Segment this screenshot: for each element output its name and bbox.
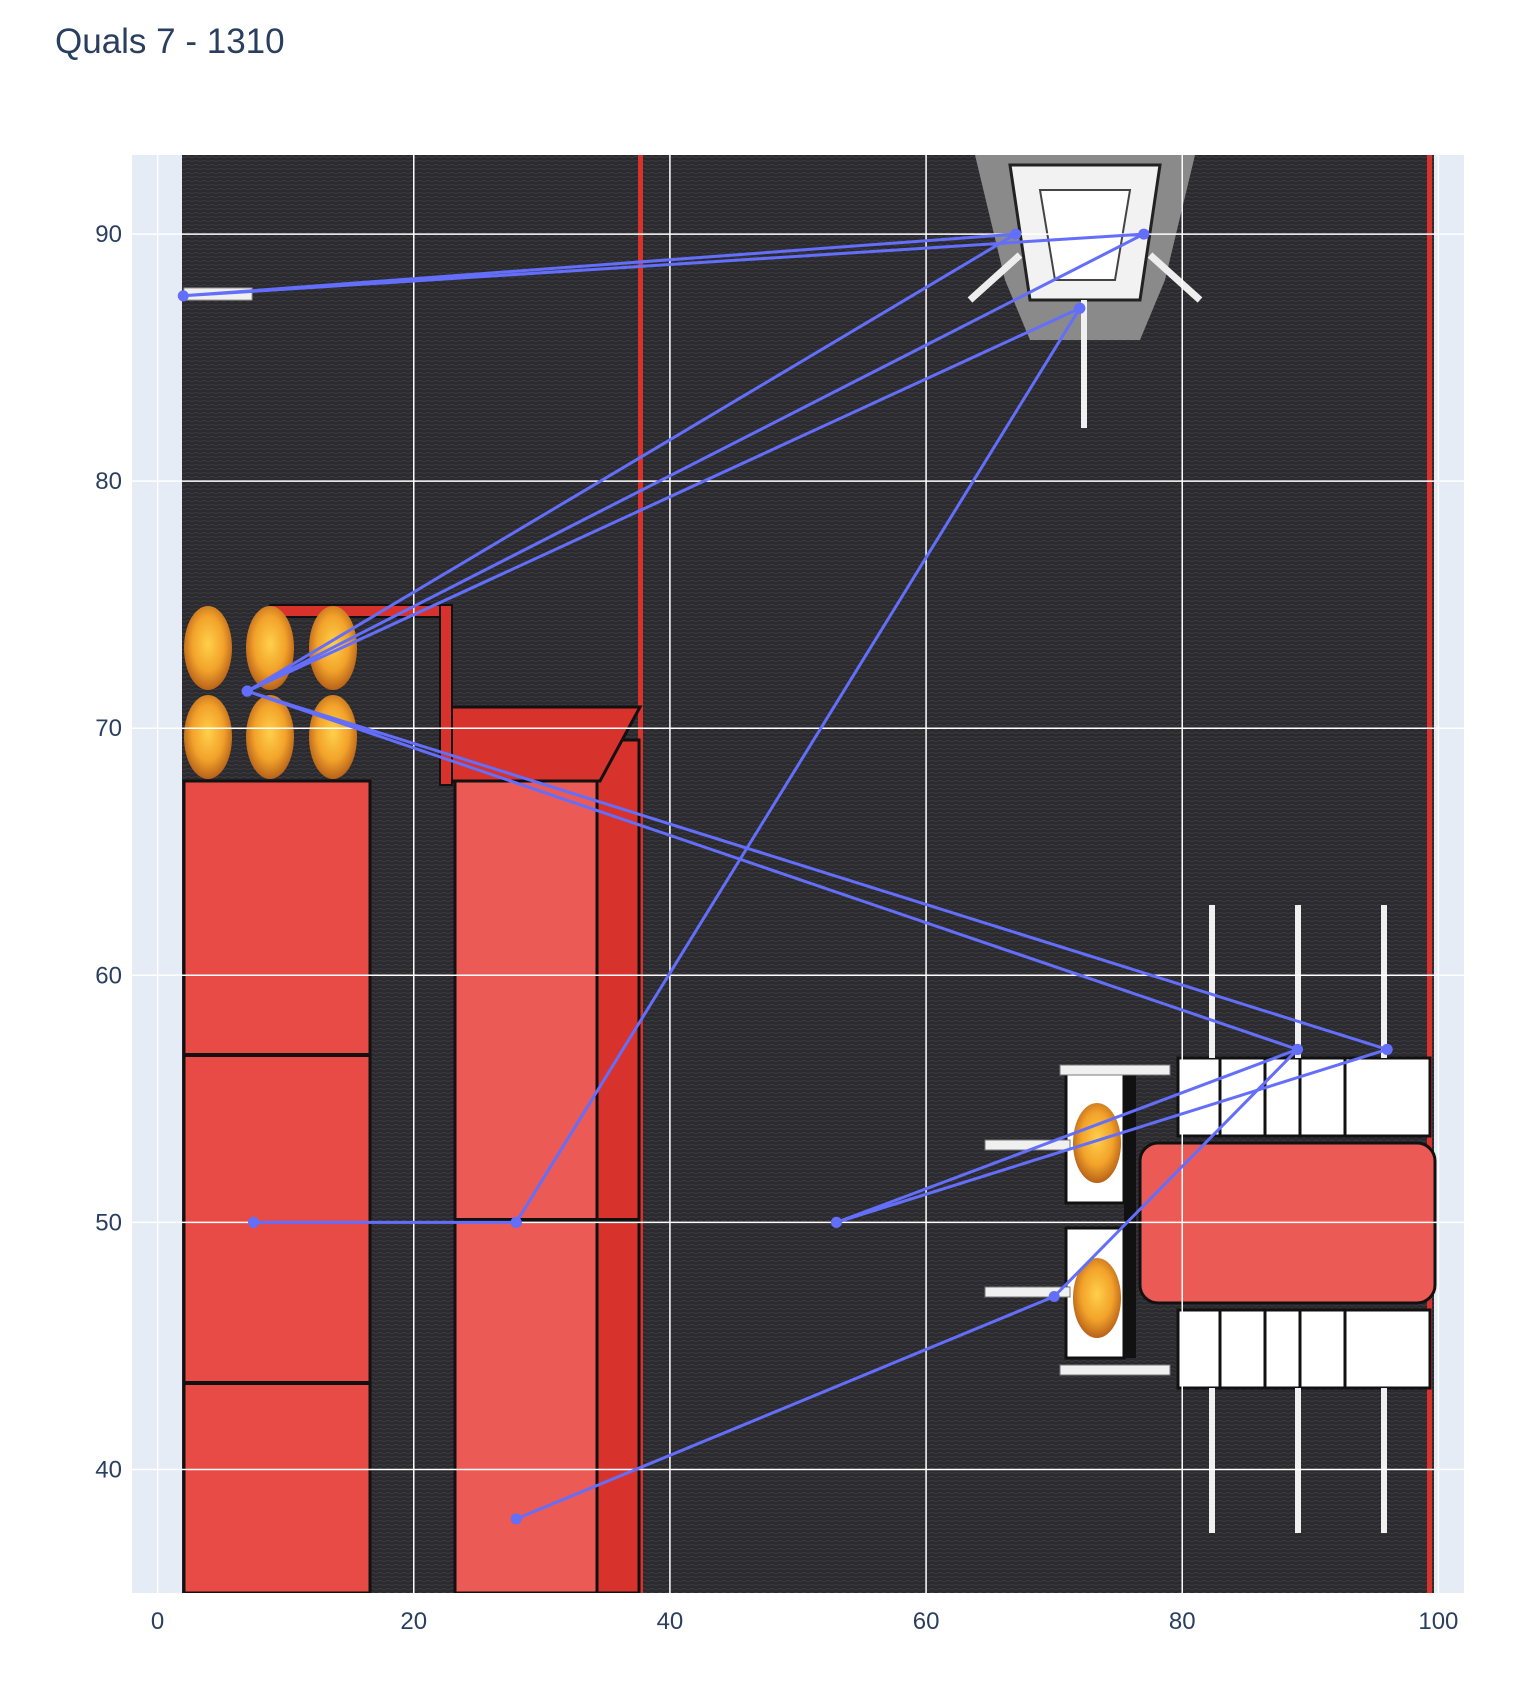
data-point[interactable] xyxy=(1138,228,1150,240)
chart-title: Quals 7 - 1310 xyxy=(55,22,285,61)
data-point[interactable] xyxy=(1074,302,1086,314)
x-tick-label: 100 xyxy=(1418,1608,1458,1635)
y-tick-label: 60 xyxy=(95,962,122,989)
data-point[interactable] xyxy=(1381,1043,1393,1055)
y-tick-label: 40 xyxy=(95,1456,122,1483)
y-tick-label: 90 xyxy=(95,221,122,248)
y-axis: 40 50 60 70 80 90 xyxy=(95,221,122,1483)
data-point[interactable] xyxy=(1048,1291,1060,1303)
x-tick-label: 80 xyxy=(1169,1608,1196,1635)
data-point[interactable] xyxy=(241,685,253,697)
x-tick-label: 0 xyxy=(151,1608,164,1635)
y-tick-label: 70 xyxy=(95,715,122,742)
data-point[interactable] xyxy=(1292,1043,1303,1055)
x-axis: 0 20 40 60 80 100 xyxy=(151,1608,1458,1635)
data-point[interactable] xyxy=(177,290,189,302)
x-tick-label: 60 xyxy=(913,1608,940,1635)
y-tick-label: 50 xyxy=(95,1209,122,1236)
field-image xyxy=(182,155,1437,1593)
data-point[interactable] xyxy=(830,1216,842,1228)
data-point[interactable] xyxy=(510,1216,522,1228)
data-point[interactable] xyxy=(510,1513,522,1525)
y-tick-label: 80 xyxy=(95,468,122,495)
data-point[interactable] xyxy=(248,1216,260,1228)
x-tick-label: 40 xyxy=(657,1608,684,1635)
data-point[interactable] xyxy=(1010,228,1022,240)
data-traces[interactable] xyxy=(177,228,1393,1525)
gridlines xyxy=(132,155,1464,1593)
x-tick-label: 20 xyxy=(400,1608,427,1635)
